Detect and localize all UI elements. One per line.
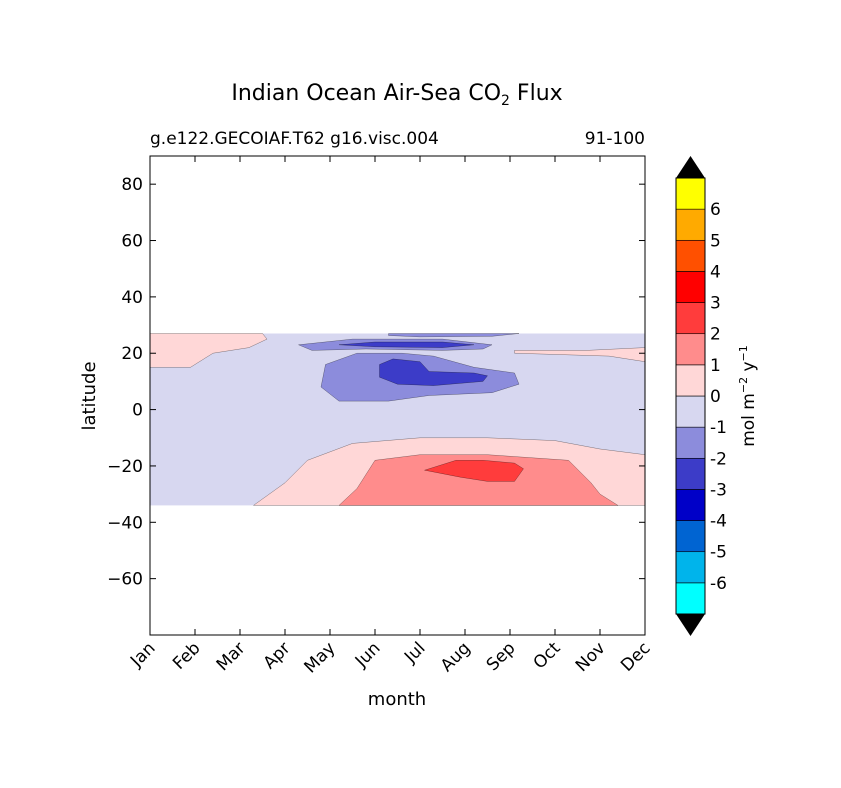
colorbar-swatch	[675, 208, 706, 241]
y-tick-label: −20	[107, 457, 143, 477]
colorbar-swatch	[675, 333, 706, 366]
chart-subtitle-left: g.e122.GECOIAF.T62 g16.visc.004	[150, 129, 439, 149]
colorbar-swatch	[675, 302, 706, 335]
y-tick-label: 40	[121, 288, 143, 308]
y-axis: 80 60 40 20 0 −20 −40 −60	[107, 175, 645, 590]
x-tick-label: Feb	[169, 638, 204, 673]
colorbar-swatch	[675, 457, 706, 490]
colorbar: -6 -5 -4 -3 -2 -1 0 1 2 3 4 5 6	[675, 156, 727, 636]
x-axis-label: month	[368, 689, 426, 710]
colorbar-tick-label: -4	[710, 512, 727, 532]
x-tick-label: Apr	[260, 638, 295, 673]
colorbar-tick-label: -2	[710, 449, 727, 469]
x-tick-label: Jul	[400, 638, 429, 667]
colorbar-swatch	[675, 364, 706, 397]
colorbar-swatch	[675, 239, 706, 272]
x-tick-label: Dec	[617, 638, 654, 675]
colorbar-swatch	[675, 271, 706, 303]
x-tick-label: Sep	[483, 638, 520, 675]
colorbar-tick-label: 1	[710, 356, 721, 376]
flux-minus-2-to-minus-3-band	[338, 341, 475, 348]
colorbar-frame	[675, 177, 706, 615]
colorbar-tick-label: 0	[710, 387, 721, 407]
colorbar-swatch	[675, 520, 706, 553]
colorbar-extend-top	[676, 156, 705, 178]
y-tick-label: −60	[107, 570, 143, 590]
flux-minus-2-to-minus-3-north	[379, 358, 488, 386]
y-tick-label: 80	[121, 175, 143, 195]
colorbar-swatch	[675, 582, 706, 615]
x-tick-label: Nov	[572, 638, 610, 676]
x-tick-label: Jun	[351, 638, 385, 672]
x-tick-label: Aug	[437, 638, 475, 676]
x-tick-label: May	[301, 638, 340, 677]
y-axis-label: latitude	[79, 361, 100, 430]
plot-area	[149, 155, 646, 636]
colorbar-label: mol m−2 y−1	[737, 345, 759, 447]
colorbar-swatch	[675, 395, 706, 428]
colorbar-swatch	[675, 489, 706, 521]
plot-frame	[149, 155, 646, 636]
flux-minus-1-to-minus-2-top	[388, 333, 520, 338]
colorbar-tick-label: 4	[710, 262, 721, 282]
colorbar-swatch	[675, 177, 706, 210]
flux-2-to-3-south	[424, 460, 524, 482]
y-tick-label: −40	[107, 513, 143, 533]
colorbar-extend-bottom	[676, 614, 705, 636]
colorbar-tick-label: -3	[710, 480, 727, 500]
y-tick-label: 20	[121, 344, 143, 364]
y-tick-label: 60	[121, 232, 143, 252]
contour-regions	[150, 333, 645, 506]
colorbar-tick-label: -5	[710, 543, 727, 563]
flux-0-to-1-north	[150, 333, 268, 368]
colorbar-tick-label: -6	[710, 574, 727, 594]
chart-title: Indian Ocean Air-Sea CO2 Flux	[231, 81, 562, 109]
colorbar-tick-label: -1	[710, 418, 727, 438]
colorbar-tick-label: 6	[710, 200, 721, 220]
y-tick-label: 0	[132, 401, 143, 421]
x-tick-label: Mar	[213, 638, 250, 675]
flux-0-to-1-northeast	[514, 347, 645, 362]
x-tick-label: Oct	[530, 638, 565, 673]
colorbar-tick-label: 3	[710, 294, 721, 314]
colorbar-swatch	[675, 551, 706, 584]
colorbar-tick-label: 2	[710, 325, 721, 345]
colorbar-tick-label: 5	[710, 231, 721, 251]
x-tick-label: Jan	[126, 638, 159, 671]
chart-subtitle-right: 91-100	[585, 129, 645, 149]
colorbar-swatch	[675, 426, 706, 459]
